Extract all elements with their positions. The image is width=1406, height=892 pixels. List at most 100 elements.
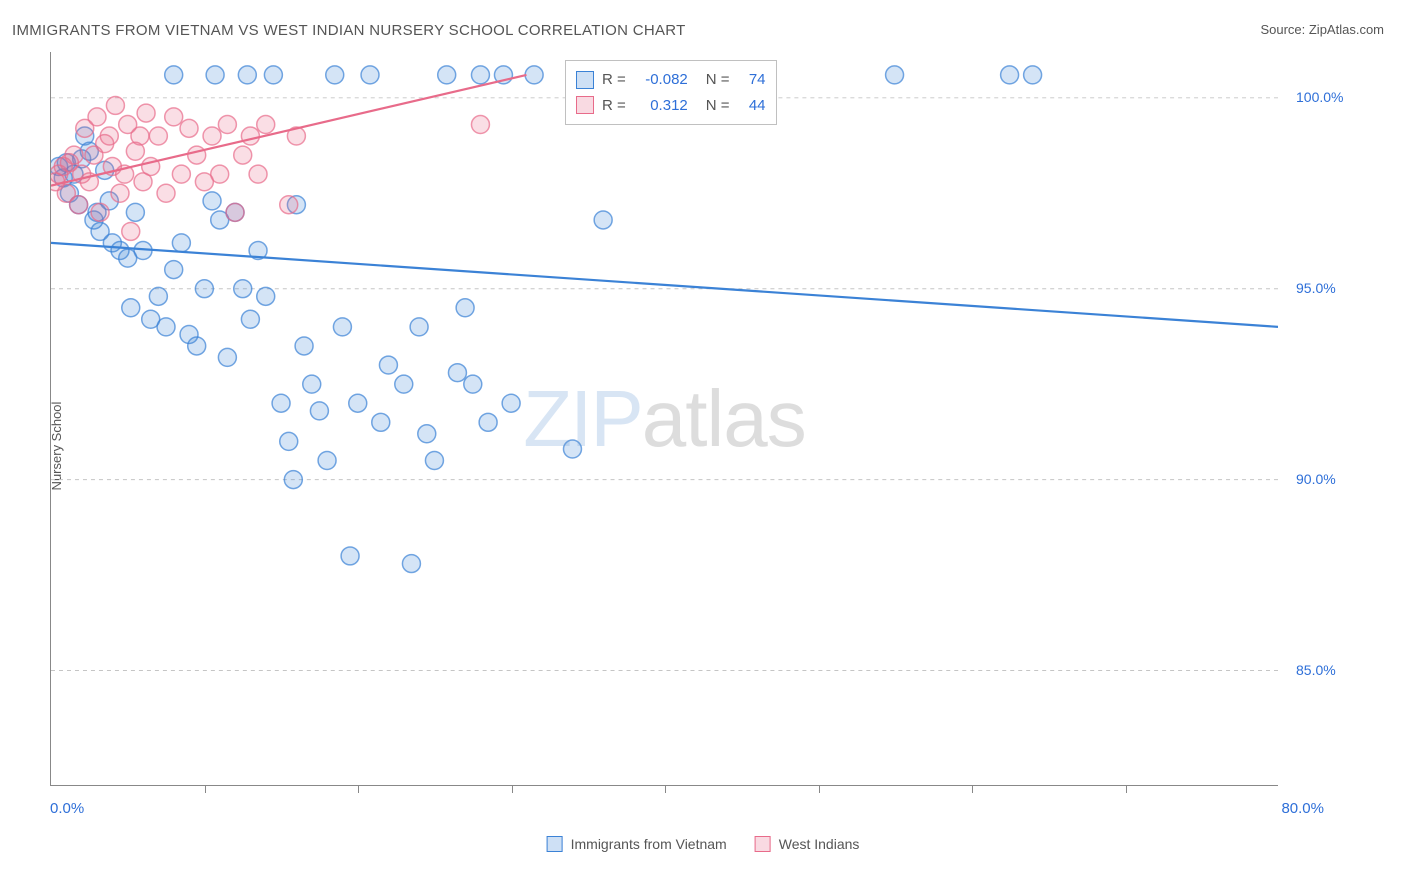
correlation-stats-box: R = -0.082 N = 74R = 0.312 N = 44 bbox=[565, 60, 777, 125]
scatter-point bbox=[206, 66, 224, 84]
scatter-point bbox=[234, 280, 252, 298]
scatter-point bbox=[172, 234, 190, 252]
scatter-point bbox=[111, 184, 129, 202]
scatter-point bbox=[165, 66, 183, 84]
scatter-point bbox=[234, 146, 252, 164]
x-axis-max-label: 80.0% bbox=[1281, 800, 1324, 817]
scatter-point bbox=[257, 116, 275, 134]
scatter-point bbox=[88, 108, 106, 126]
scatter-point bbox=[211, 165, 229, 183]
stat-row: R = -0.082 N = 74 bbox=[576, 67, 766, 93]
scatter-point bbox=[149, 287, 167, 305]
stat-r-value: -0.082 bbox=[634, 67, 688, 93]
scatter-plot-svg bbox=[51, 52, 1278, 785]
x-tick bbox=[358, 785, 359, 793]
x-tick bbox=[205, 785, 206, 793]
stat-n-label: N = bbox=[706, 67, 730, 93]
scatter-point bbox=[65, 146, 83, 164]
scatter-point bbox=[333, 318, 351, 336]
scatter-point bbox=[471, 66, 489, 84]
legend-swatch bbox=[755, 836, 771, 852]
scatter-point bbox=[295, 337, 313, 355]
scatter-point bbox=[157, 318, 175, 336]
scatter-point bbox=[149, 127, 167, 145]
scatter-point bbox=[280, 196, 298, 214]
scatter-point bbox=[122, 299, 140, 317]
scatter-point bbox=[425, 452, 443, 470]
x-axis-min-label: 0.0% bbox=[50, 800, 84, 817]
scatter-point bbox=[402, 555, 420, 573]
scatter-point bbox=[502, 394, 520, 412]
scatter-point bbox=[341, 547, 359, 565]
scatter-point bbox=[238, 66, 256, 84]
scatter-point bbox=[448, 364, 466, 382]
y-tick-label: 85.0% bbox=[1296, 662, 1336, 678]
scatter-point bbox=[241, 310, 259, 328]
scatter-point bbox=[438, 66, 456, 84]
scatter-point bbox=[106, 96, 124, 114]
scatter-point bbox=[1024, 66, 1042, 84]
scatter-point bbox=[188, 146, 206, 164]
scatter-point bbox=[137, 104, 155, 122]
scatter-point bbox=[349, 394, 367, 412]
x-tick bbox=[512, 785, 513, 793]
scatter-point bbox=[264, 66, 282, 84]
stat-r-label: R = bbox=[602, 67, 626, 93]
scatter-point bbox=[886, 66, 904, 84]
scatter-point bbox=[257, 287, 275, 305]
scatter-point bbox=[218, 116, 236, 134]
stat-swatch bbox=[576, 71, 594, 89]
scatter-point bbox=[456, 299, 474, 317]
scatter-point bbox=[122, 222, 140, 240]
scatter-point bbox=[525, 66, 543, 84]
y-tick-label: 100.0% bbox=[1296, 89, 1343, 105]
scatter-point bbox=[195, 280, 213, 298]
x-tick bbox=[819, 785, 820, 793]
scatter-point bbox=[165, 261, 183, 279]
stat-row: R =0.312N =44 bbox=[576, 93, 766, 119]
x-tick bbox=[665, 785, 666, 793]
y-tick-label: 90.0% bbox=[1296, 471, 1336, 487]
scatter-point bbox=[218, 348, 236, 366]
scatter-point bbox=[188, 337, 206, 355]
stat-r-value: 0.312 bbox=[634, 93, 688, 119]
legend: Immigrants from Vietnam West Indians bbox=[547, 836, 860, 852]
scatter-point bbox=[241, 127, 259, 145]
stat-n-value: 44 bbox=[738, 93, 766, 119]
scatter-point bbox=[126, 203, 144, 221]
scatter-point bbox=[479, 413, 497, 431]
stat-r-label: R = bbox=[602, 93, 626, 119]
scatter-point bbox=[100, 127, 118, 145]
legend-swatch bbox=[547, 836, 563, 852]
scatter-point bbox=[379, 356, 397, 374]
scatter-point bbox=[131, 127, 149, 145]
scatter-point bbox=[418, 425, 436, 443]
scatter-point bbox=[284, 471, 302, 489]
scatter-point bbox=[326, 66, 344, 84]
stat-n-value: 74 bbox=[738, 67, 766, 93]
scatter-point bbox=[410, 318, 428, 336]
scatter-point bbox=[203, 192, 221, 210]
scatter-point bbox=[361, 66, 379, 84]
scatter-point bbox=[157, 184, 175, 202]
stat-swatch bbox=[576, 96, 594, 114]
scatter-point bbox=[91, 203, 109, 221]
scatter-point bbox=[180, 119, 198, 137]
legend-item: Immigrants from Vietnam bbox=[547, 836, 727, 852]
chart-container: IMMIGRANTS FROM VIETNAM VS WEST INDIAN N… bbox=[0, 0, 1406, 892]
chart-title: IMMIGRANTS FROM VIETNAM VS WEST INDIAN N… bbox=[12, 22, 686, 39]
legend-item: West Indians bbox=[755, 836, 860, 852]
scatter-point bbox=[272, 394, 290, 412]
scatter-point bbox=[165, 108, 183, 126]
scatter-point bbox=[594, 211, 612, 229]
scatter-point bbox=[563, 440, 581, 458]
scatter-point bbox=[310, 402, 328, 420]
scatter-point bbox=[70, 196, 88, 214]
scatter-point bbox=[395, 375, 413, 393]
scatter-point bbox=[172, 165, 190, 183]
x-tick bbox=[1126, 785, 1127, 793]
legend-label: Immigrants from Vietnam bbox=[571, 836, 727, 852]
source-attribution: Source: ZipAtlas.com bbox=[1260, 22, 1384, 37]
scatter-point bbox=[203, 127, 221, 145]
scatter-point bbox=[471, 116, 489, 134]
